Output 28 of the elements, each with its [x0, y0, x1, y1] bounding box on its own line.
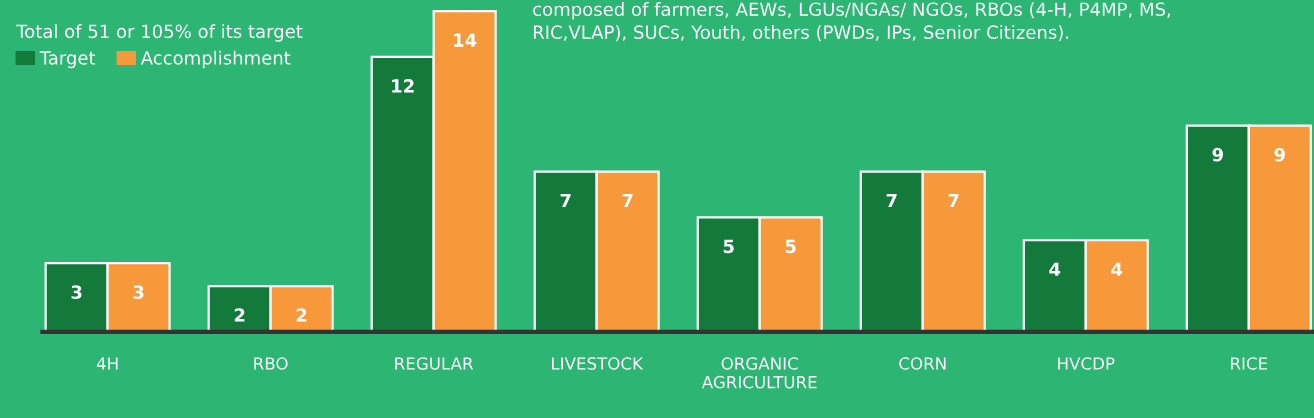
data-label: 2 [296, 308, 307, 322]
data-label: 7 [886, 193, 897, 208]
data-label: 3 [71, 285, 82, 299]
data-label: 4 [1049, 262, 1061, 276]
x-tick-label: REGULAR [395, 357, 474, 370]
data-label: 5 [723, 239, 734, 254]
data-label: 2 [234, 308, 245, 322]
x-tick-label: ORGANIC AGRICULTURE [701, 357, 817, 389]
x-tick-label: HVCDP [1058, 357, 1115, 370]
data-label: 9 [1274, 147, 1285, 162]
data-label: 7 [948, 193, 959, 208]
data-label: 5 [785, 239, 796, 254]
x-tick-label: LIVESTOCK [552, 357, 644, 370]
x-tick-label: RICE [1231, 357, 1268, 370]
data-label: 12 [392, 79, 414, 93]
x-tick-label: CORN [899, 357, 946, 370]
data-label: 4 [1111, 262, 1123, 276]
data-label: 9 [1212, 147, 1223, 162]
data-label: 14 [454, 33, 477, 47]
data-label: 3 [133, 285, 144, 299]
legend-label: Target [39, 51, 96, 69]
legend-title: Total of 51 or 105% of its target [16, 24, 303, 42]
x-tick-label: RBO [254, 357, 288, 370]
data-label: 7 [622, 193, 633, 208]
data-label: 7 [560, 193, 571, 208]
annotation: composed of farmers, AEWs, LGUs/NGAs/ NGOs, RBOs (4-H, P4MP, MS, RIC,VLAP), SUCs, Youth, others (PWDs, IPs, Senior Citizens). [533, 2, 1170, 42]
x-tick-label: 4H [96, 357, 118, 370]
legend-label: Accomplishment [140, 50, 291, 69]
